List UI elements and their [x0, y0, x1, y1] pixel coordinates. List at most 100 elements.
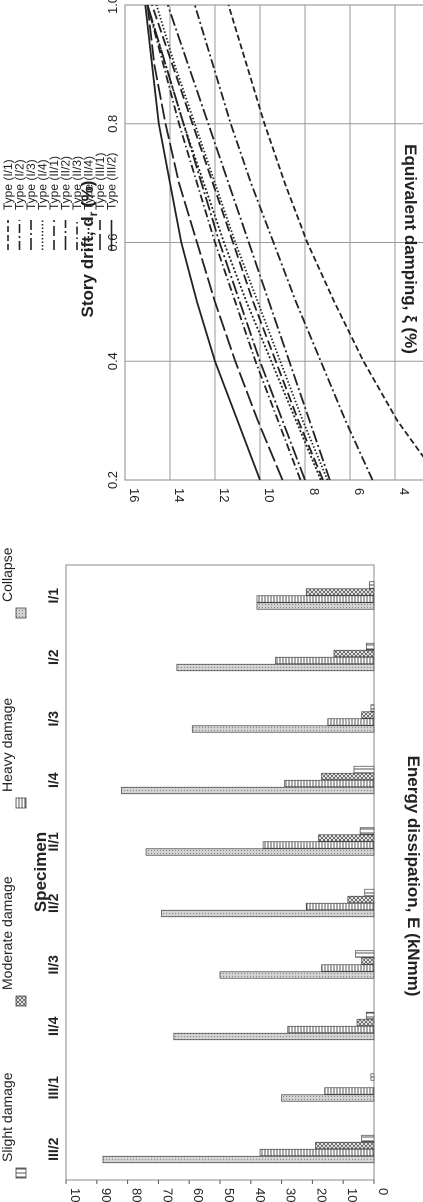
energy-bar-moderate-damage-iii-2 — [315, 1141, 375, 1150]
energy-x-axis-title: Specimen — [31, 832, 50, 912]
energy-legend-swatch-moderate-damage — [15, 995, 27, 1007]
damping-legend-label-type-i-1: Type (I/1) — [1, 159, 15, 210]
damping-y-tick-label: 4 — [397, 488, 412, 495]
energy-bar-collapse-ii-1 — [145, 848, 375, 856]
energy-legend-swatch-heavy-damage — [15, 797, 27, 809]
energy-y-axis-title: Energy dissipation, E (kNmm) — [404, 756, 423, 997]
damping-line-type-i-4 — [155, 4, 329, 481]
energy-legend-label-moderate-damage: Moderate damage — [0, 876, 15, 990]
energy-bar-moderate-damage-i-1 — [305, 588, 375, 596]
energy-category-label: III/2 — [45, 1137, 61, 1161]
energy-legend-label-collapse: Collapse — [0, 547, 15, 602]
damping-series-lines — [144, 4, 423, 481]
damping-legend-label-type-iii-2: Type (III/2) — [105, 153, 119, 210]
damping-legend-label-type-ii-3: Type (II/3) — [70, 156, 84, 210]
energy-bar-heavy-damage-iii-1 — [324, 1087, 375, 1095]
energy-category-label: II/2 — [45, 893, 61, 913]
energy-category-label: II/1 — [45, 832, 61, 852]
damping-x-tick-label: 0.2 — [105, 471, 120, 489]
damping-x-tick-label: 0.8 — [105, 115, 120, 133]
energy-tick-label: 5000 — [222, 1188, 237, 1202]
energy-bar-heavy-damage-ii-4 — [287, 1025, 375, 1034]
energy-bar-collapse-i-3 — [191, 725, 375, 733]
energy-bar-slight-damage-i-4 — [353, 765, 375, 774]
damping-line-type-iii-1 — [146, 4, 284, 481]
energy-bars — [102, 581, 375, 1164]
damping-legend-label-type-i-2: Type (I/2) — [13, 159, 27, 210]
energy-bar-heavy-damage-iii-2 — [259, 1148, 375, 1157]
energy-bar-slight-damage-ii-2 — [364, 888, 375, 897]
damping-legend-label-type-ii-4: Type (II/4) — [82, 156, 96, 210]
damping-line-type-i-3 — [166, 4, 331, 481]
damping-x-tick-label: 1.0 — [105, 0, 120, 14]
energy-tick-label: 6000 — [191, 1188, 206, 1202]
damping-x-tick-label: 0.6 — [105, 233, 120, 251]
energy-legend-label-slight-damage: Slight damage — [0, 1072, 15, 1162]
damping-legend-label-type-i-3: Type (I/3) — [24, 159, 38, 210]
energy-bar-heavy-damage-ii-1 — [262, 841, 375, 849]
damping-line-type-i-2 — [193, 4, 374, 481]
equivalent-damping-chart: 02468101214160.20.40.60.81.0 Equivalent … — [1, 0, 423, 502]
energy-bar-heavy-damage-i-4 — [284, 779, 375, 788]
energy-bar-slight-damage-iii-1 — [370, 1073, 375, 1081]
energy-legend-swatch-slight-damage — [15, 1167, 27, 1179]
energy-tick-label: 10000 — [68, 1188, 83, 1202]
damping-y-tick-label: 14 — [172, 488, 187, 502]
energy-bar-collapse-ii-3 — [219, 971, 375, 979]
energy-bar-moderate-damage-ii-3 — [361, 957, 375, 965]
energy-bar-slight-damage-ii-1 — [359, 827, 375, 835]
energy-tick-label: 4000 — [253, 1188, 268, 1202]
energy-bar-heavy-damage-ii-3 — [321, 964, 375, 972]
energy-category-label: II/4 — [45, 1016, 61, 1036]
damping-grid — [125, 5, 423, 480]
damping-y-tick-label: 8 — [307, 488, 322, 495]
energy-bar-heavy-damage-i-1 — [256, 595, 375, 603]
damping-line-type-i-1 — [227, 4, 423, 458]
energy-category-label: I/3 — [45, 711, 61, 727]
energy-dissipation-chart: 0 1000 2000 3000 4000 5000 6000 7000 8000 9000 100… — [0, 547, 423, 1202]
damping-y-tick-label: 16 — [127, 488, 142, 502]
energy-category-label: I/4 — [45, 772, 61, 788]
energy-bar-slight-damage-ii-4 — [365, 1011, 375, 1020]
energy-bar-collapse-i-1 — [256, 602, 375, 610]
damping-x-tick-label: 0.4 — [105, 352, 120, 370]
damping-y-tick-label: 6 — [352, 488, 367, 495]
energy-bar-collapse-i-2 — [176, 663, 375, 672]
energy-tick-label: 7000 — [160, 1188, 175, 1202]
damping-legend-label-type-i-4: Type (I/4) — [36, 159, 50, 210]
energy-bar-moderate-damage-ii-4 — [356, 1018, 375, 1027]
energy-bar-moderate-damage-ii-1 — [318, 834, 375, 842]
damping-axis-ticks: 02468101214160.20.40.60.81.0 — [105, 0, 412, 502]
energy-tick-label: 9000 — [99, 1188, 114, 1202]
energy-category-label: III/1 — [45, 1076, 61, 1100]
energy-tick-label: 1000 — [345, 1188, 360, 1202]
energy-tick-label: 2000 — [314, 1188, 329, 1202]
damping-x-title-subscript: r — [86, 211, 100, 216]
energy-bar-slight-damage-ii-3 — [355, 950, 375, 958]
damping-line-type-iii-2 — [144, 4, 261, 481]
energy-legend-swatch-collapse — [15, 607, 27, 619]
damping-line-type-ii-1 — [151, 4, 324, 481]
damping-legend-label-type-iii-1: Type (III/1) — [93, 153, 107, 210]
damping-x-axis-title: Story drift, dr (%) — [78, 181, 100, 318]
energy-legend-label-heavy-damage: Heavy damage — [0, 698, 15, 792]
energy-bar-collapse-ii-4 — [173, 1032, 375, 1041]
energy-bar-collapse-iii-2 — [102, 1155, 375, 1164]
damping-y-tick-label: 12 — [217, 488, 232, 502]
energy-bar-heavy-damage-i-2 — [275, 656, 375, 665]
damping-y-tick-label: 10 — [262, 488, 277, 502]
energy-category-label: II/3 — [45, 955, 61, 975]
damping-line-type-ii-2 — [146, 4, 306, 481]
damping-legend-label-type-ii-1: Type (II/1) — [47, 156, 61, 210]
energy-bar-collapse-ii-2 — [161, 909, 375, 918]
energy-bar-moderate-damage-i-4 — [321, 772, 375, 781]
energy-bar-heavy-damage-ii-2 — [305, 902, 375, 911]
damping-legend-label-type-ii-2: Type (II/2) — [59, 156, 73, 210]
energy-tick-label: 0 — [376, 1188, 391, 1195]
energy-bar-heavy-damage-i-3 — [327, 718, 375, 726]
energy-bar-collapse-i-4 — [121, 786, 375, 795]
damping-legend: Type (I/1)Type (I/2)Type (I/3)Type (I/4)… — [1, 153, 119, 250]
energy-bar-slight-damage-i-2 — [365, 642, 375, 651]
energy-category-labels: I/1 I/2 I/3 I/4 II/1 II/2 II/3 II/4 III/1 III/2 — [45, 588, 61, 1161]
